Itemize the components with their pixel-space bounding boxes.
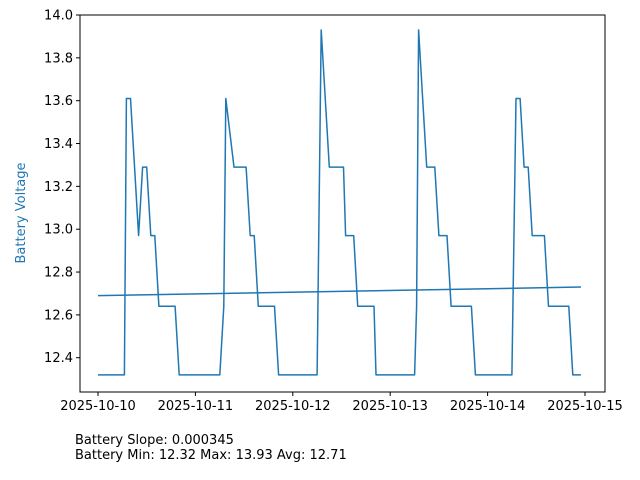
x-tick-label: 2025-10-14 <box>450 399 526 414</box>
y-tick-label: 13.0 <box>44 223 73 238</box>
battery-minmax-text: Battery Min: 12.32 Max: 13.93 Avg: 12.71 <box>75 448 347 463</box>
battery-slope-text: Battery Slope: 0.000345 <box>75 433 234 448</box>
y-tick-label: 12.4 <box>44 351 73 366</box>
x-tick-label: 2025-10-13 <box>352 399 428 414</box>
x-tick-label: 2025-10-11 <box>158 399 234 414</box>
plot-frame <box>79 14 606 393</box>
tick-group: 2025-10-10 2025-10-11 2025-10-12 2025-10-13… <box>44 9 623 415</box>
data-marks <box>97 29 581 376</box>
y-axis-label: Battery Voltage <box>14 162 29 263</box>
battery-voltage-line <box>98 29 581 376</box>
x-tick-label: 2025-10-10 <box>60 399 136 414</box>
y-tick-label: 13.2 <box>44 180 73 195</box>
trend-line <box>97 286 581 297</box>
y-tick-label: 14.0 <box>44 9 73 24</box>
y-tick-label: 13.6 <box>44 94 73 109</box>
y-tick-label: 12.6 <box>44 308 73 323</box>
y-tick-label: 13.4 <box>44 137 73 152</box>
y-tick-label: 12.8 <box>44 266 73 281</box>
plot-area <box>80 15 605 392</box>
stats-block: Battery Slope: 0.000345 Battery Min: 12.… <box>75 433 347 463</box>
y-tick-label: 13.8 <box>44 51 73 66</box>
x-tick-label: 2025-10-12 <box>255 399 331 414</box>
x-tick-label: 2025-10-15 <box>547 399 623 414</box>
